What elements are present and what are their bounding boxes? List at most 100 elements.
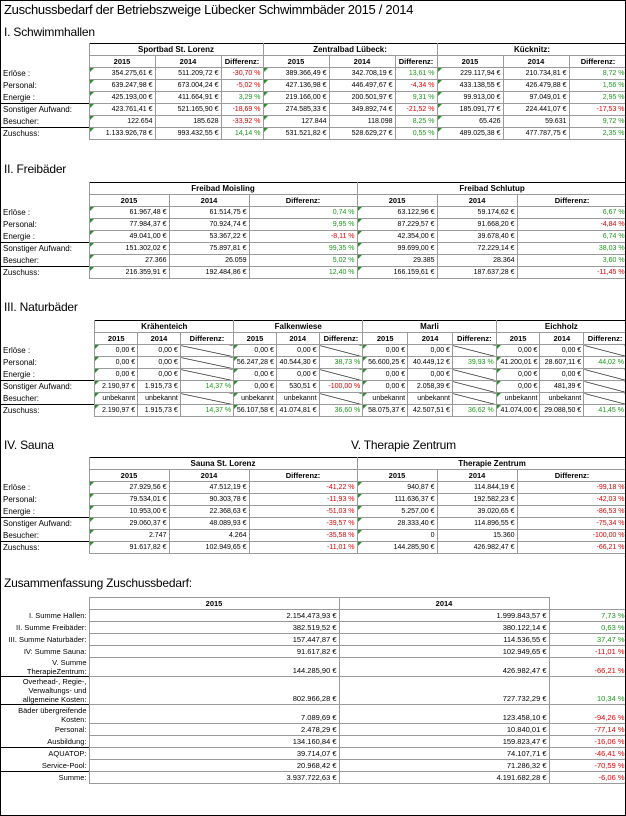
value-cell: 0,00 €	[362, 368, 409, 381]
value-cell: 29.060,37 €	[88, 517, 170, 530]
value-cell: 40.544,30 €	[275, 356, 320, 369]
difference-cell: 36,62 %	[451, 404, 497, 417]
table-row: AQUATOP: 39.714,07 €74.107,71 € -46,41 %	[1, 747, 625, 760]
difference-cell: 9,95 %	[248, 218, 358, 231]
section-title-therapie: V. Therapie Zentrum	[351, 438, 456, 452]
row-label: I. Summe Hallen:	[1, 609, 90, 622]
value-cell: 349.892,74 €	[328, 103, 396, 116]
value-cell: 0,00 €	[539, 344, 585, 357]
row-label: Personal:	[1, 218, 90, 231]
table-row: Sonstiger Aufwand: 423.761,41 €521.165,90…	[1, 103, 625, 116]
column-header: Differenz:	[568, 55, 625, 68]
value-cell: 61.967,48 €	[88, 206, 170, 219]
value-cell: 63.122,96 €	[356, 206, 438, 219]
value-cell: 1.999.843,57 €	[338, 609, 550, 622]
row-label: Sonstiger Aufwand:	[1, 103, 90, 116]
value-cell: 426.479,88 €	[502, 79, 570, 92]
value-cell: 77.984,37 €	[88, 218, 170, 231]
value-cell: 111.636,37 €	[356, 493, 438, 506]
blank-corner	[1, 469, 90, 482]
value-cell: 210.734,81 €	[502, 67, 570, 80]
value-cell: 166.159,61 €	[356, 266, 438, 279]
difference-cell: -11,01 %	[548, 645, 625, 658]
value-cell: unbekannt	[407, 392, 453, 405]
value-cell: 0,00 €	[137, 356, 181, 369]
value-cell: 185.628	[154, 115, 222, 128]
column-header: 2015	[356, 194, 438, 207]
difference-cell: 39,93 %	[451, 356, 497, 369]
value-cell: 0,00 €	[94, 356, 139, 369]
difference-cell: 7,73 %	[548, 609, 625, 622]
difference-cell: -4,34 %	[394, 79, 438, 92]
table-row: Erlöse :354.275,61 €511.209,72 € -30,70 %…	[1, 67, 625, 80]
value-cell: 151.302,02 €	[88, 242, 170, 255]
table-row: III. Summe Naturbäder: 157.447,87 €114.53…	[1, 633, 625, 646]
row-label: Summe:	[1, 771, 90, 784]
difference-cell: -100,00 %	[516, 529, 625, 542]
difference-cell: 5,02 %	[248, 254, 358, 267]
value-cell: 0,00 €	[495, 344, 541, 357]
value-cell: 157.447,87 €	[88, 633, 340, 646]
value-cell: 42.507,51 €	[407, 404, 453, 417]
value-cell: 114.844,19 €	[436, 481, 518, 494]
value-cell: 75.897,81 €	[168, 242, 250, 255]
group-header: Freibad Moisling	[88, 182, 358, 195]
section-title-sauna: IV. Sauna	[4, 438, 54, 452]
value-cell: 727.732,29 €	[338, 676, 550, 705]
column-header: 2015	[94, 332, 139, 345]
value-cell: 0,00 €	[275, 368, 320, 381]
value-cell: 5.257,00 €	[356, 505, 438, 518]
column-header: Differenz:	[179, 332, 235, 345]
difference-cell	[179, 392, 235, 405]
value-cell: 802.966,28 €	[88, 676, 340, 705]
column-header: Differenz:	[516, 194, 625, 207]
value-cell: 29.088,50 €	[539, 404, 585, 417]
difference-cell: 6,74 %	[516, 230, 625, 243]
value-cell: unbekannt	[539, 392, 585, 405]
row-label: Personal:	[1, 356, 96, 369]
value-cell: 0,00 €	[539, 368, 585, 381]
value-cell: 59.174,62 €	[436, 206, 518, 219]
value-cell: 123.458,10 €	[338, 704, 550, 724]
difference-cell: -35,58 %	[248, 529, 358, 542]
value-cell: 639.247,98 €	[88, 79, 156, 92]
table-row: Ausbildung: 134.160,84 €159.823,47 € -16,0…	[1, 735, 625, 748]
value-cell: 993.432,55 €	[154, 127, 222, 140]
group-header: Zentralbad Lübeck:	[262, 43, 438, 56]
value-cell: 91.668,20 €	[436, 218, 518, 231]
value-cell: 187.637,28 €	[436, 266, 518, 279]
difference-cell: -4,84 %	[516, 218, 625, 231]
value-cell: 185.091,77 €	[436, 103, 504, 116]
difference-cell: 9,72 %	[568, 115, 625, 128]
value-cell: 39.020,65 €	[436, 505, 518, 518]
value-cell: 0,00 €	[407, 368, 453, 381]
value-cell: 0,00 €	[275, 344, 320, 357]
row-label: Personal:	[1, 79, 90, 92]
row-label: Besucher:	[1, 254, 90, 267]
column-header: 2015	[88, 55, 156, 68]
value-cell: 354.275,61 €	[88, 67, 156, 80]
difference-cell: -33,92 %	[220, 115, 264, 128]
value-cell: 0,00 €	[137, 368, 181, 381]
difference-cell	[451, 380, 497, 393]
table-row: Overhead-, Regie-, Verwaltungs- und allg…	[1, 676, 625, 705]
value-cell: 10.953,00 €	[88, 505, 170, 518]
difference-cell: -41,22 %	[248, 481, 358, 494]
value-cell: 342.708,19 €	[328, 67, 396, 80]
table-summary: 2015 2014 I. Summe Hallen: 2.154.473,93 €1.…	[1, 597, 625, 784]
value-cell: 159.823,47 €	[338, 735, 550, 748]
value-cell: 2.478,29 €	[88, 723, 340, 736]
value-cell: 99.699,00 €	[356, 242, 438, 255]
difference-cell: -51,03 %	[248, 505, 358, 518]
value-cell: 940,87 €	[356, 481, 438, 494]
value-cell: 0,00 €	[233, 368, 277, 381]
difference-cell	[451, 392, 497, 405]
row-label: Erlöse :	[1, 206, 90, 219]
difference-cell	[583, 368, 625, 381]
table-row: Personal: 2.478,29 €10.840,01 € -77,14 %	[1, 723, 625, 736]
row-label: III. Summe Naturbäder:	[1, 633, 90, 646]
row-label: Erlöse :	[1, 481, 90, 494]
value-cell: 72.229,14 €	[436, 242, 518, 255]
difference-cell: -99,18 %	[516, 481, 625, 494]
value-cell: 74.107,71 €	[338, 747, 550, 760]
